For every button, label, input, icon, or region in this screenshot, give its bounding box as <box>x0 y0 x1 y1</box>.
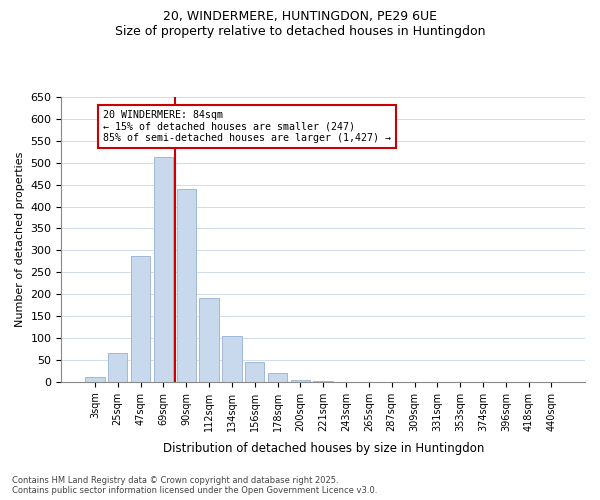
X-axis label: Distribution of detached houses by size in Huntingdon: Distribution of detached houses by size … <box>163 442 484 455</box>
Bar <box>131 256 150 382</box>
Bar <box>108 353 127 382</box>
Bar <box>245 362 265 382</box>
Bar <box>222 336 242 382</box>
Bar <box>176 189 196 382</box>
Bar <box>85 378 104 382</box>
Bar <box>154 157 173 382</box>
Bar <box>199 298 219 382</box>
Text: 20 WINDERMERE: 84sqm
← 15% of detached houses are smaller (247)
85% of semi-deta: 20 WINDERMERE: 84sqm ← 15% of detached h… <box>103 110 391 143</box>
Text: 20, WINDERMERE, HUNTINGDON, PE29 6UE
Size of property relative to detached house: 20, WINDERMERE, HUNTINGDON, PE29 6UE Siz… <box>115 10 485 38</box>
Bar <box>290 380 310 382</box>
Y-axis label: Number of detached properties: Number of detached properties <box>15 152 25 327</box>
Text: Contains HM Land Registry data © Crown copyright and database right 2025.
Contai: Contains HM Land Registry data © Crown c… <box>12 476 377 495</box>
Bar <box>268 373 287 382</box>
